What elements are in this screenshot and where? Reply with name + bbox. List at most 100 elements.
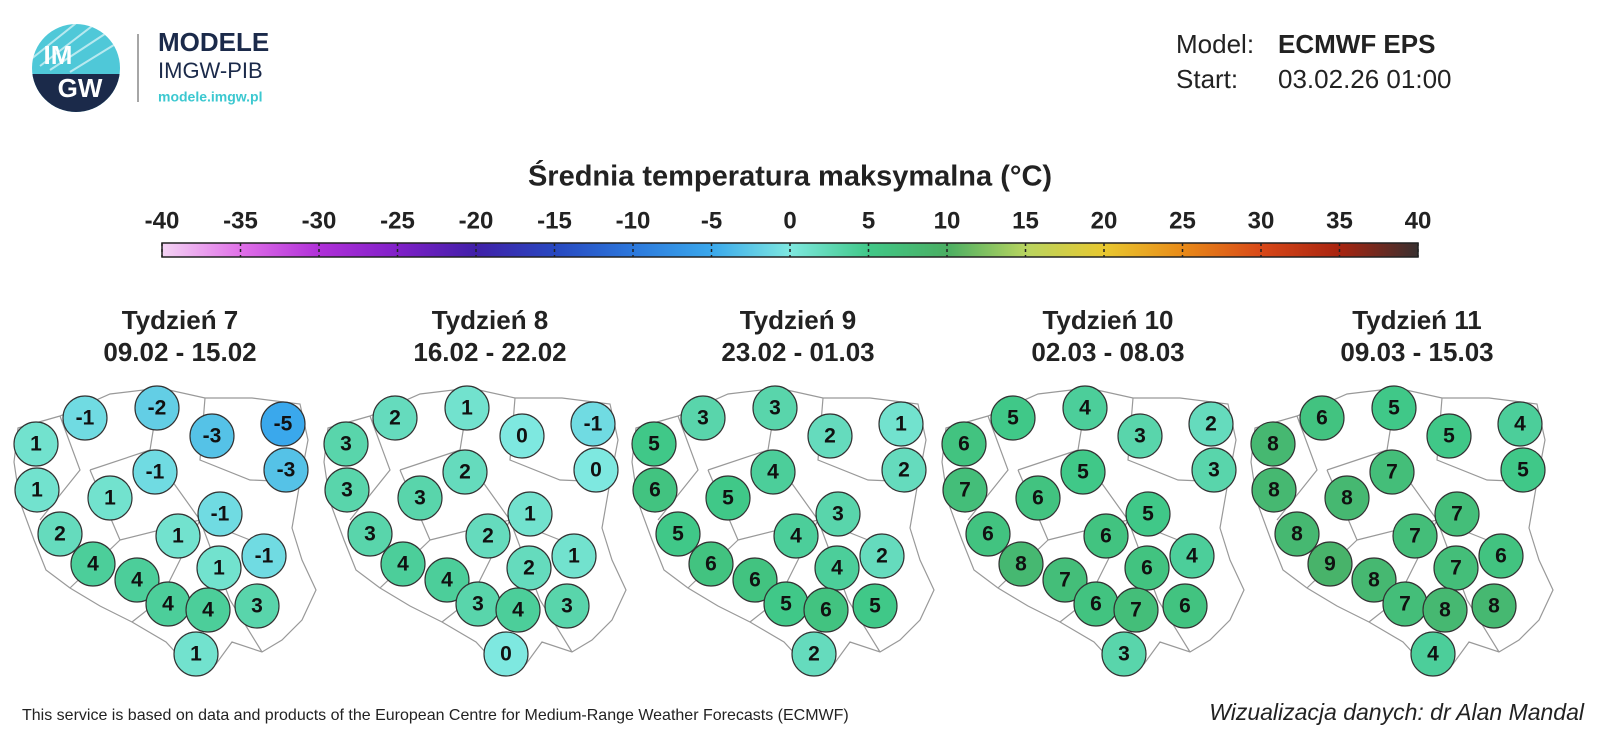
map-panel: Tydzień 709.02 - 15.02 -1 -2 -3 -5 1 -3 -1 1 1 -1 2… xyxy=(13,305,317,677)
station-value: 7 xyxy=(1451,503,1463,526)
station-value: 0 xyxy=(500,643,512,666)
colorbar-segment xyxy=(790,243,869,257)
colorbar-segment xyxy=(476,243,555,257)
tick-label: -35 xyxy=(223,207,258,234)
station-marker xyxy=(173,631,219,677)
station-marker xyxy=(1188,401,1234,447)
station-marker xyxy=(815,491,861,537)
model: ECMWF EPS xyxy=(1278,29,1435,59)
station-value: 6 xyxy=(1032,487,1044,510)
station-marker xyxy=(70,541,116,587)
station-value: 3 xyxy=(251,595,263,618)
station-value: -3 xyxy=(277,459,296,482)
station-value: 1 xyxy=(568,545,580,568)
station-value: 4 xyxy=(767,461,779,484)
station-marker xyxy=(688,541,734,587)
station-marker xyxy=(1422,587,1468,633)
station-value: 5 xyxy=(1007,407,1019,430)
station-value: 1 xyxy=(104,487,116,510)
station-value: 2 xyxy=(482,525,494,548)
station-marker xyxy=(444,385,490,431)
station-value: 1 xyxy=(31,479,43,502)
station-marker xyxy=(680,395,726,441)
model-label: Model: xyxy=(1176,29,1254,59)
station-marker xyxy=(878,401,924,447)
station-marker xyxy=(1015,475,1061,521)
tick-label: -30 xyxy=(302,207,337,234)
station-value: 6 xyxy=(1090,593,1102,616)
colorbar: -40 -35 -30 -25 -20 -15 -10 -5 0 5 10 15 20 25 30 35 40 xyxy=(145,207,1432,258)
station-value: -3 xyxy=(203,425,222,448)
date-range: 09.03 - 15.03 xyxy=(1340,337,1493,367)
station-marker xyxy=(347,511,393,557)
station-value: -1 xyxy=(146,461,165,484)
station-value: -1 xyxy=(76,407,95,430)
station-value: 1 xyxy=(895,413,907,436)
org: IMGW-PIB xyxy=(158,58,263,83)
colorbar-segment xyxy=(868,243,948,257)
station-marker xyxy=(1117,413,1163,459)
station-marker xyxy=(372,395,418,441)
station-value: 4 xyxy=(1186,545,1198,568)
station-marker xyxy=(14,467,60,513)
station-value: 2 xyxy=(824,425,836,448)
station-marker xyxy=(1351,557,1397,603)
station-marker xyxy=(506,545,552,591)
week-label: Tydzień 7 xyxy=(122,305,239,335)
station-marker xyxy=(132,449,178,495)
tick-label: -40 xyxy=(145,207,180,234)
station-value: 3 xyxy=(769,397,781,420)
station-marker xyxy=(814,545,860,591)
station-marker xyxy=(551,533,597,579)
station-value: 6 xyxy=(1316,407,1328,430)
station-marker xyxy=(807,413,853,459)
station-value: 7 xyxy=(1399,593,1411,616)
date-range: 23.02 - 01.03 xyxy=(721,337,874,367)
station-marker xyxy=(773,513,819,559)
chart-title: Średnia temperatura maksymalna (°C) xyxy=(528,159,1052,193)
station-marker xyxy=(196,545,242,591)
station-marker xyxy=(465,513,511,559)
url: modele.imgw.pl xyxy=(158,89,263,105)
station-value: 2 xyxy=(876,545,888,568)
station-value: 6 xyxy=(1141,557,1153,580)
station-value: 0 xyxy=(590,459,602,482)
station-value: 6 xyxy=(1495,545,1507,568)
station-marker xyxy=(998,541,1044,587)
station-marker xyxy=(990,395,1036,441)
colorbar-segment xyxy=(1339,243,1419,257)
week-label: Tydzień 10 xyxy=(1042,305,1173,335)
station-marker xyxy=(803,587,849,633)
colorbar-segment xyxy=(947,243,1026,257)
station-marker xyxy=(942,467,988,513)
start-label: Start: xyxy=(1176,64,1238,94)
station-marker xyxy=(750,449,796,495)
station-value: 3 xyxy=(1134,425,1146,448)
station-marker xyxy=(1500,447,1546,493)
station-marker xyxy=(185,587,231,633)
station-value: 1 xyxy=(461,397,473,420)
station-value: 6 xyxy=(649,479,661,502)
station-marker xyxy=(134,385,180,431)
station-value: 1 xyxy=(190,643,202,666)
station-marker xyxy=(573,447,619,493)
station-value: 8 xyxy=(1341,487,1353,510)
tick-label: -25 xyxy=(380,207,415,234)
station-marker xyxy=(260,401,306,447)
station-value: 4 xyxy=(790,525,802,548)
station-value: 4 xyxy=(87,553,99,576)
station-marker xyxy=(155,513,201,559)
tick-label: 0 xyxy=(783,207,796,234)
station-marker xyxy=(859,533,905,579)
station-value: 3 xyxy=(697,407,709,430)
station-marker xyxy=(1426,413,1472,459)
station-value: 6 xyxy=(705,553,717,576)
station-marker xyxy=(37,511,83,557)
station-value: 3 xyxy=(472,593,484,616)
start: 03.02.26 01:00 xyxy=(1278,64,1452,94)
station-value: 4 xyxy=(397,553,409,576)
tick-label: 40 xyxy=(1405,207,1432,234)
logo: IM GW MODELE IMGW-PIB modele.imgw.pl xyxy=(32,24,269,112)
